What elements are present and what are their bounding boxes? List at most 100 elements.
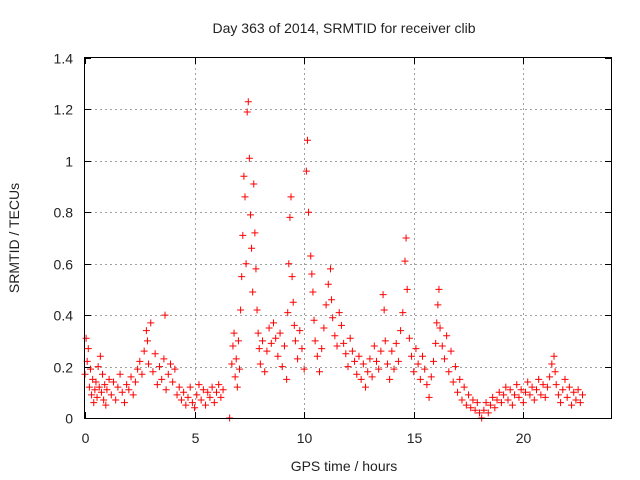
data-point [99,370,107,378]
data-point [379,291,387,299]
data-point [82,334,90,342]
y-tick-label: 0 [65,411,73,427]
data-point [241,193,249,201]
data-point [228,360,236,368]
data-point [246,211,254,219]
data-point [107,391,115,399]
data-point [357,375,365,383]
data-point [302,167,310,175]
data-point [493,396,501,404]
data-point [388,347,396,355]
data-point [423,381,431,389]
data-point [307,252,315,260]
data-point [197,396,205,404]
data-point [375,365,383,373]
data-point [233,383,241,391]
data-point [85,383,93,391]
data-point [539,381,547,389]
data-point [486,401,494,409]
data-point [164,370,172,378]
data-point [551,368,559,376]
data-point [100,396,108,404]
data-point [436,324,444,332]
data-point [326,265,334,273]
x-tick-label: 20 [516,430,532,446]
data-point [506,386,514,394]
data-point [92,378,100,386]
data-point [342,350,350,358]
data-point [383,360,391,368]
data-point [552,381,560,389]
data-point [517,386,525,394]
data-point [244,98,252,106]
data-point [105,375,113,383]
data-point [252,265,260,273]
data-point [245,154,253,162]
y-axis-label: SRMTID / TECUs [6,183,22,293]
data-point [435,285,443,293]
data-point [310,316,318,324]
data-point [335,309,343,317]
data-point [125,386,133,394]
data-point [515,393,523,401]
data-point [188,399,196,407]
data-point [151,350,159,358]
data-point [522,388,530,396]
data-point [294,355,302,363]
data-point [156,363,164,371]
data-point [346,334,354,342]
data-point [419,352,427,360]
data-point [480,406,488,414]
data-point [402,234,410,242]
data-point [238,273,246,281]
data-point [123,381,131,389]
data-point [290,321,298,329]
data-point [462,401,470,409]
data-point [217,393,225,401]
data-point [454,388,462,396]
data-point [166,360,174,368]
data-point [530,396,538,404]
data-point [416,375,424,383]
data-point [421,365,429,373]
data-point [390,365,398,373]
data-point [414,360,422,368]
data-point [401,257,409,265]
y-tick-label: 0.4 [54,308,74,324]
data-point [288,273,296,281]
data-point [242,260,250,268]
data-point [394,357,402,365]
data-point [287,193,295,201]
data-point [408,352,416,360]
data-point [386,375,394,383]
data-point [328,296,336,304]
data-point [204,388,212,396]
data-point [449,378,457,386]
chart-title: Day 363 of 2014, SRMTID for receiver cli… [213,20,476,36]
data-point [568,401,576,409]
data-point [145,360,153,368]
data-point [362,383,370,391]
data-point [103,386,111,394]
data-point [215,381,223,389]
data-point [528,383,536,391]
data-point [138,370,146,378]
data-point [465,391,473,399]
data-point [229,342,237,350]
data-point [251,229,259,237]
data-point [489,393,497,401]
data-point [175,383,183,391]
data-point [344,363,352,371]
data-point [427,373,435,381]
data-point [309,288,317,296]
data-point [473,399,481,407]
data-point [191,404,199,412]
data-point [112,396,120,404]
data-point [447,347,455,355]
data-point [403,285,411,293]
data-point [550,352,558,360]
data-point [213,388,220,396]
data-point [372,357,380,365]
data-point [286,213,294,221]
